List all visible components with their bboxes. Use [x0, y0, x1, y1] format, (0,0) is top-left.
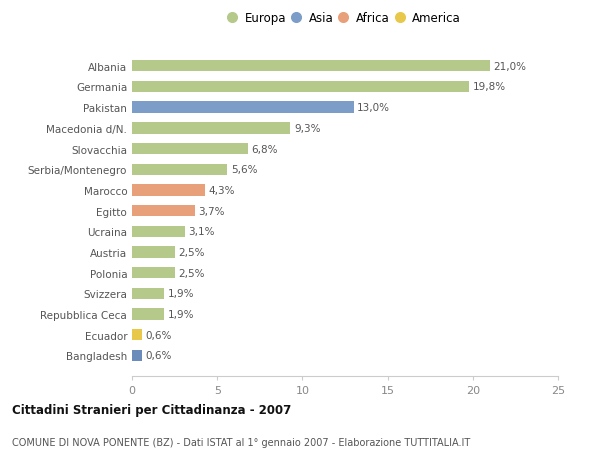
Bar — [132, 288, 164, 299]
Bar — [132, 226, 185, 237]
Text: 21,0%: 21,0% — [493, 62, 526, 72]
Bar — [132, 123, 290, 134]
Bar — [132, 309, 164, 320]
Bar — [132, 268, 175, 279]
Text: Cittadini Stranieri per Cittadinanza - 2007: Cittadini Stranieri per Cittadinanza - 2… — [12, 403, 291, 416]
Bar — [132, 144, 248, 155]
Text: 2,5%: 2,5% — [178, 247, 205, 257]
Text: 2,5%: 2,5% — [178, 268, 205, 278]
Text: COMUNE DI NOVA PONENTE (BZ) - Dati ISTAT al 1° gennaio 2007 - Elaborazione TUTTI: COMUNE DI NOVA PONENTE (BZ) - Dati ISTAT… — [12, 437, 470, 447]
Text: 5,6%: 5,6% — [231, 165, 257, 175]
Text: 4,3%: 4,3% — [209, 185, 235, 196]
Bar — [132, 206, 195, 217]
Text: 6,8%: 6,8% — [251, 144, 278, 154]
Text: 0,6%: 0,6% — [146, 330, 172, 340]
Bar — [132, 61, 490, 72]
Bar — [132, 247, 175, 258]
Text: 9,3%: 9,3% — [294, 123, 320, 134]
Bar — [132, 164, 227, 175]
Text: 13,0%: 13,0% — [357, 103, 390, 113]
Text: 3,7%: 3,7% — [199, 206, 225, 216]
Bar — [132, 185, 205, 196]
Text: 3,1%: 3,1% — [188, 227, 215, 237]
Text: 0,6%: 0,6% — [146, 351, 172, 361]
Bar — [132, 350, 142, 361]
Bar — [132, 102, 353, 113]
Text: 1,9%: 1,9% — [168, 309, 194, 319]
Bar — [132, 82, 469, 93]
Text: 19,8%: 19,8% — [473, 82, 506, 92]
Legend: Europa, Asia, Africa, America: Europa, Asia, Africa, America — [226, 9, 464, 29]
Bar — [132, 330, 142, 341]
Text: 1,9%: 1,9% — [168, 289, 194, 299]
